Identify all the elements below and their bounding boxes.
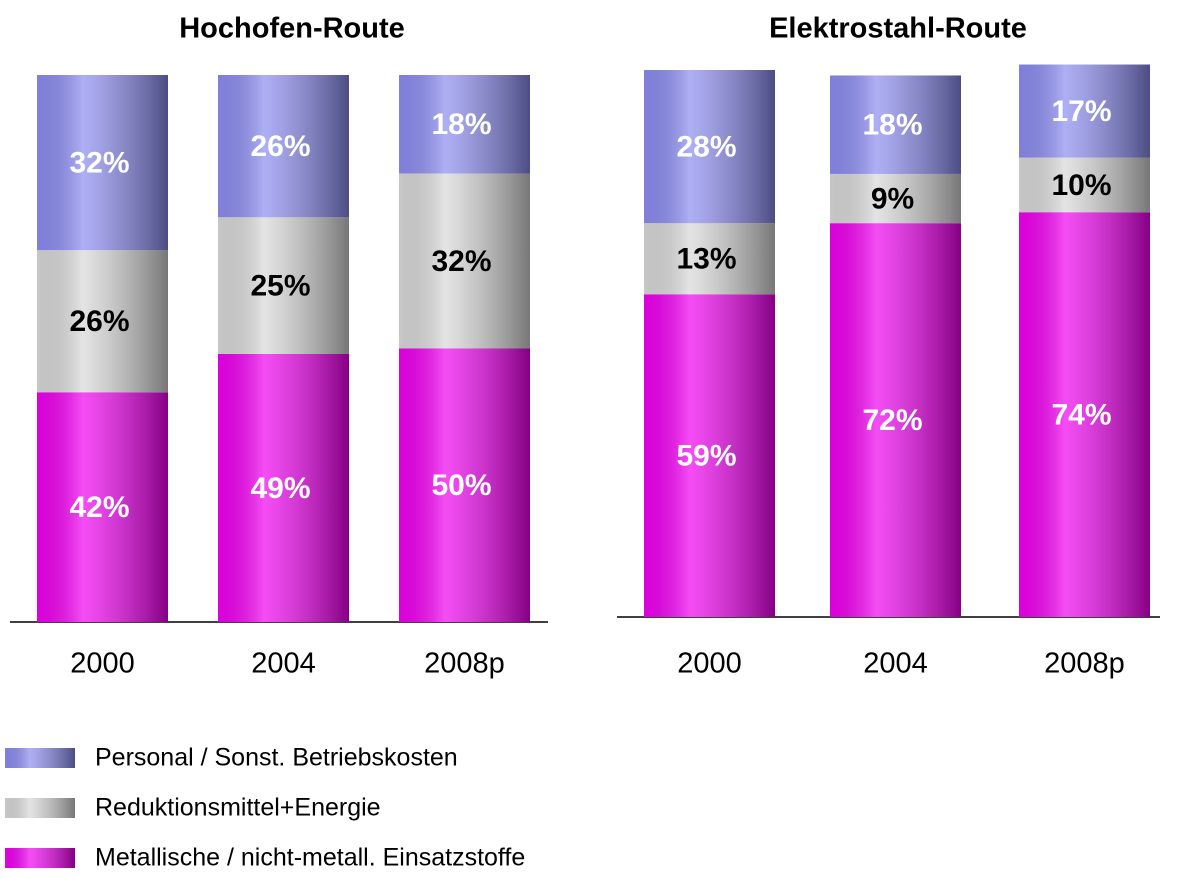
x-tick-label: 2008p (1044, 648, 1125, 680)
chart-title: Hochofen-Route (179, 13, 405, 45)
data-label: 50% (431, 469, 491, 502)
data-label: 26% (69, 305, 129, 338)
data-label: 49% (250, 472, 310, 505)
data-label: 42% (69, 491, 129, 524)
bar-shading (399, 173, 530, 349)
data-label: 59% (676, 440, 736, 473)
data-label: 28% (676, 131, 736, 164)
bar-shading (1019, 64, 1150, 158)
legend-swatch-shading (5, 848, 75, 868)
x-tick-label: 2004 (251, 648, 316, 680)
bar-shading (37, 250, 168, 393)
bar-shading (644, 223, 775, 295)
bar-shading (37, 75, 168, 251)
data-label: 25% (250, 270, 310, 303)
bar-shading (1019, 157, 1150, 213)
data-label: 10% (1051, 169, 1111, 202)
bar-shading (399, 348, 530, 622)
bar-shading (830, 75, 961, 174)
bar-shading (644, 294, 775, 617)
data-label: 17% (1051, 95, 1111, 128)
legend-swatch-shading (5, 748, 75, 768)
data-label: 32% (69, 146, 129, 179)
data-label: 18% (431, 108, 491, 141)
data-label: 72% (862, 404, 922, 437)
data-label: 13% (676, 243, 736, 276)
legend-label: Personal / Sonst. Betriebskosten (95, 744, 458, 772)
bar-shading (830, 223, 961, 617)
legend-label: Reduktionsmittel+Energie (95, 794, 381, 822)
x-tick-label: 2000 (70, 648, 135, 680)
x-tick-label: 2008p (424, 648, 505, 680)
x-tick-label: 2004 (863, 648, 928, 680)
bar-shading (644, 70, 775, 224)
chart-title: Elektrostahl-Route (769, 13, 1027, 45)
bar-shading (218, 75, 349, 218)
data-label: 74% (1051, 399, 1111, 432)
legend-label: Metallische / nicht-metall. Einsatzstoff… (95, 844, 525, 872)
bar-shading (37, 392, 168, 622)
bar-shading (1019, 212, 1150, 617)
bar-shading (399, 75, 530, 174)
bar-shading (218, 217, 349, 354)
bar-shading (218, 353, 349, 622)
data-label: 9% (871, 182, 914, 215)
data-label: 32% (431, 245, 491, 278)
legend-swatch-shading (5, 798, 75, 818)
bar-shading (830, 173, 961, 224)
x-tick-label: 2000 (677, 648, 742, 680)
data-label: 18% (862, 109, 922, 142)
data-label: 26% (250, 130, 310, 163)
